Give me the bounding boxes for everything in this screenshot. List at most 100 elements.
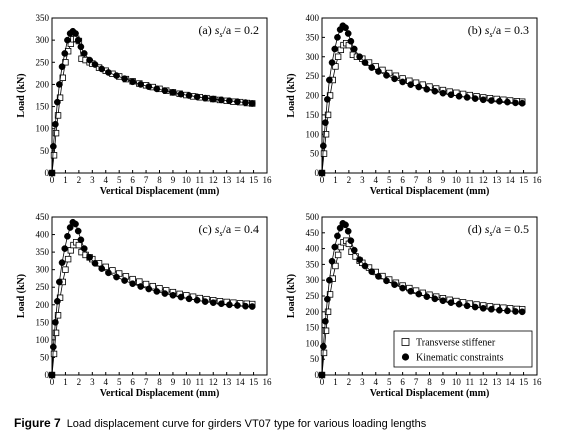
data-point-circle	[356, 256, 363, 264]
data-point-circle	[479, 96, 487, 104]
data-point-square	[64, 255, 72, 263]
data-point-circle	[193, 296, 201, 304]
y-tick-label: 400	[306, 244, 320, 254]
panel-1: 0 1 2 3 4 5 6 7 8 9 10 11 12 13 14 15 160501001502002503…	[286, 13, 542, 197]
data-point-circle	[49, 143, 57, 150]
data-point-circle	[56, 278, 63, 286]
data-point-circle	[91, 259, 99, 267]
data-point-circle	[74, 36, 82, 44]
data-point-circle	[512, 308, 519, 315]
x-tick-label: 5	[387, 377, 392, 387]
x-tick-label: 11	[465, 175, 474, 185]
data-point-circle	[319, 142, 327, 150]
data-point-circle	[361, 262, 369, 270]
data-point-circle	[61, 50, 69, 57]
y-tick-label: 0	[45, 168, 50, 178]
data-point-circle	[447, 299, 455, 306]
data-point-circle	[54, 98, 61, 106]
y-axis-label: Load (kN)	[286, 73, 297, 117]
legend-label: Transverse stiffener	[416, 338, 496, 349]
data-point-circle	[72, 220, 79, 228]
data-point-circle	[334, 34, 341, 41]
data-point-circle	[80, 50, 88, 57]
y-tick-label: 300	[306, 275, 320, 285]
data-point-circle	[217, 300, 225, 308]
data-point-circle	[431, 295, 439, 303]
y-axis-label: Load (kN)	[16, 73, 27, 117]
x-tick-label: 7	[414, 175, 419, 185]
data-point-circle	[512, 99, 519, 107]
data-point-circle	[504, 307, 511, 315]
series-line-0	[51, 241, 253, 376]
data-point-square	[52, 129, 60, 137]
data-point-circle	[56, 81, 63, 88]
data-point-circle	[54, 297, 61, 305]
y-tick-label: 200	[306, 307, 320, 317]
x-tick-label: 4	[374, 175, 379, 185]
x-tick-label: 12	[209, 175, 218, 185]
data-point-circle	[226, 301, 233, 309]
panel-3: 0 1 2 3 4 5 6 7 8 9 10 11 12 13 14 15 160501001502002503…	[286, 212, 542, 399]
data-point-circle	[185, 295, 193, 303]
data-point-square	[50, 152, 58, 159]
x-tick-label: 7	[144, 377, 149, 387]
data-point-circle	[318, 169, 326, 177]
y-tick-label: 250	[306, 71, 320, 81]
x-tick-label: 16	[263, 377, 273, 387]
data-point-circle	[161, 290, 169, 297]
data-point-circle	[201, 298, 209, 305]
x-tick-label: 10	[182, 377, 192, 387]
y-tick-label: 350	[36, 247, 50, 257]
data-point-circle	[423, 293, 431, 300]
y-tick-label: 50	[310, 149, 320, 159]
data-point-circle	[137, 283, 145, 290]
data-point-circle	[64, 232, 71, 240]
data-point-circle	[487, 97, 495, 104]
data-point-circle	[447, 91, 455, 99]
x-tick-label: 16	[533, 377, 543, 387]
x-tick-label: 15	[249, 175, 259, 185]
x-axis-label: Vertical Displacement (mm)	[100, 388, 220, 399]
data-point-circle	[86, 56, 93, 64]
data-point-square	[320, 349, 328, 357]
data-point-circle	[64, 36, 71, 44]
data-point-circle	[439, 297, 447, 305]
x-tick-label: 8	[157, 377, 162, 387]
y-tick-label: 50	[40, 352, 50, 362]
data-point-circle	[344, 30, 352, 37]
y-tick-label: 100	[36, 335, 50, 345]
panel-label: (a) ss/a = 0.2	[198, 23, 259, 39]
data-point-circle	[58, 63, 66, 71]
data-point-square	[54, 312, 62, 319]
x-tick-label: 11	[465, 377, 474, 387]
data-point-circle	[334, 232, 341, 240]
x-tick-label: 2	[77, 377, 82, 387]
legend-box	[393, 330, 533, 368]
legend-marker-circle	[401, 353, 410, 361]
data-point-circle	[98, 65, 106, 73]
x-tick-label: 10	[452, 377, 462, 387]
y-tick-label: 250	[36, 57, 50, 67]
data-point-circle	[248, 303, 256, 310]
data-point-circle	[350, 246, 358, 254]
data-point-circle	[121, 277, 128, 284]
data-point-circle	[518, 99, 526, 107]
x-tick-label: 0	[320, 377, 325, 387]
data-point-circle	[328, 257, 336, 265]
y-tick-label: 200	[36, 300, 50, 310]
data-point-circle	[121, 75, 128, 83]
data-point-circle	[248, 100, 256, 107]
figure-number: Figure 7	[14, 416, 61, 430]
x-tick-label: 14	[236, 175, 246, 185]
data-point-circle	[86, 254, 93, 261]
x-tick-label: 14	[506, 175, 516, 185]
x-tick-label: 12	[209, 377, 218, 387]
x-tick-label: 1	[63, 175, 68, 185]
data-point-circle	[342, 24, 349, 32]
data-point-circle	[368, 268, 376, 276]
data-point-circle	[415, 290, 423, 298]
data-point-circle	[324, 295, 331, 303]
y-tick-label: 200	[306, 91, 320, 101]
data-point-circle	[415, 83, 423, 91]
x-tick-label: 13	[492, 377, 502, 387]
